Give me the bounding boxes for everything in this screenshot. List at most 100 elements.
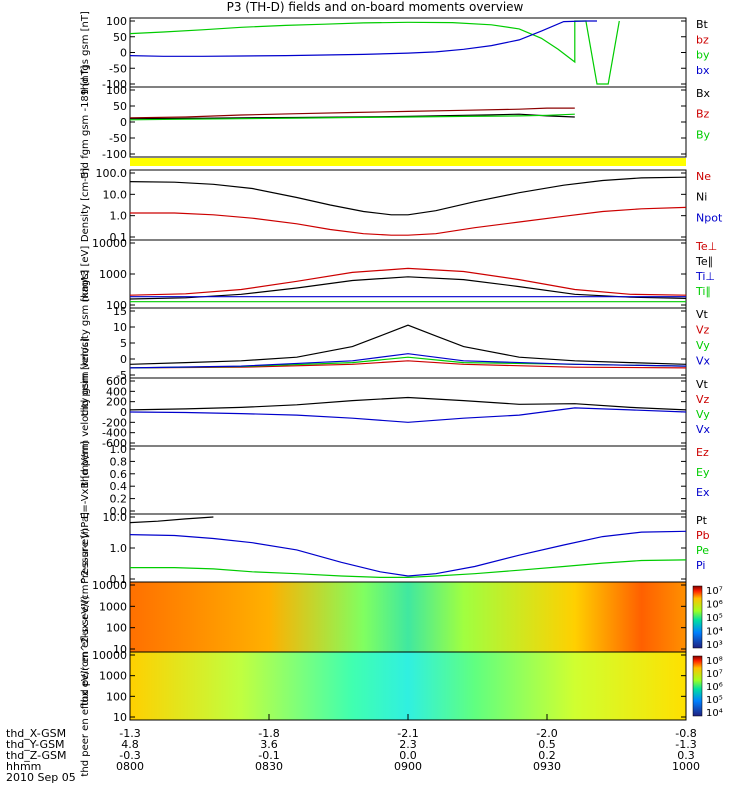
legend-entry: Te∥ xyxy=(695,255,713,268)
x-axis-row-label: thd_Y-GSM xyxy=(6,738,65,751)
series-line xyxy=(130,206,687,236)
panel-frame xyxy=(129,239,687,309)
legend-entry: Te⊥ xyxy=(695,240,717,253)
colorbar-tick: 10⁴ xyxy=(706,708,723,719)
y-tick-label: 1.0 xyxy=(110,542,128,555)
legend-entry: by xyxy=(696,49,710,62)
y-tick-label: 0 xyxy=(120,406,127,419)
y-axis-label: thd fgm gsm -189 [nT] xyxy=(80,65,91,178)
x-axis-value: -2.0 xyxy=(536,727,557,740)
x-axis: -1.34.8-0.30800-1.83.6-0.10830-2.12.30.0… xyxy=(6,714,700,784)
legend-entry: Ti⊥ xyxy=(695,270,715,283)
x-axis-value: -1.3 xyxy=(119,727,140,740)
y-tick-label: 1.0 xyxy=(110,443,128,456)
series-line xyxy=(129,360,687,369)
panel-3: 100.0 10.0 1.0 0.1 Density [cm-3] Ne Ni Npot xyxy=(80,167,723,244)
y-tick-label: 0 xyxy=(120,353,127,366)
y-tick-label: 50 xyxy=(113,100,127,113)
y-tick-label: -200 xyxy=(102,416,127,429)
colorbar: 10⁸ 10⁷ 10⁶ 10⁵ 10⁴ xyxy=(692,655,723,719)
colorbar-tick: 10⁶ xyxy=(706,682,723,693)
legend-entry: bz xyxy=(696,33,709,46)
x-axis-value: -0.8 xyxy=(675,727,696,740)
y-axis-label: thd perm velocity gsm [km/s] xyxy=(80,338,91,486)
x-axis-row-label: 2010 Sep 05 xyxy=(6,771,76,784)
y-tick-label: 1000 xyxy=(99,600,127,613)
series-line xyxy=(130,559,687,579)
series-line xyxy=(129,176,687,216)
page-title: P3 (TH-D) fields and on-board moments ov… xyxy=(226,0,524,14)
x-axis-value: -1.3 xyxy=(675,738,696,751)
legend-entry: Pe xyxy=(696,544,709,557)
colorbar-tick: 10³ xyxy=(706,640,723,651)
panel-5: 15 10 5 0 -5 thd peim velocity gsm [km/s] Vt Vz… xyxy=(80,270,711,417)
panel-1: 100 50 0 -50 -100 thd fgs gsm [nT] Bt bz by bx xyxy=(80,11,710,94)
series-line xyxy=(129,113,575,120)
legend-entry: Ey xyxy=(696,466,710,479)
legend-entry: Pt xyxy=(696,514,708,527)
legend-entry: Vy xyxy=(696,408,710,421)
series-line xyxy=(129,324,687,365)
y-tick-label: 100 xyxy=(106,299,127,312)
y-tick-label: 10000 xyxy=(92,579,127,592)
panel-frame xyxy=(129,445,687,515)
y-axis-label: Density [cm-3] xyxy=(80,168,91,242)
y-tick-label: 100.0 xyxy=(96,167,128,180)
x-axis-row-label: thd_X-GSM xyxy=(6,727,66,740)
colorbar-tick: 10⁶ xyxy=(706,600,723,611)
x-axis-value: 3.6 xyxy=(260,738,278,751)
spectrogram xyxy=(130,582,686,652)
y-tick-label: 0.6 xyxy=(110,468,128,481)
y-axis-label: magt3 [eV] xyxy=(80,246,91,303)
y-tick-label: 0 xyxy=(120,47,127,60)
colorbar-tick: 10⁷ xyxy=(706,669,723,680)
x-axis-value: -0.1 xyxy=(258,749,279,762)
colorbar-tick: 10⁵ xyxy=(706,695,723,706)
x-axis-value: 0.0 xyxy=(399,749,417,762)
panel-8: 10.0 1.0 0.1 Pressure [nPa] Pt Pb Pe Pi xyxy=(80,511,710,586)
x-axis-value: -1.8 xyxy=(258,727,279,740)
panel-4: 10000 1000 100 magt3 [eV] Te⊥ Te∥ Ti⊥ Ti∥ xyxy=(80,237,717,312)
colorbar-tick: 10⁴ xyxy=(706,627,723,638)
y-tick-label: 10000 xyxy=(92,649,127,662)
y-tick-label: 100 xyxy=(106,690,127,703)
panel-frame xyxy=(129,377,687,447)
x-axis-value: 0.5 xyxy=(538,738,556,751)
legend-entry: Ez xyxy=(696,446,709,459)
legend-entry: By xyxy=(696,128,711,141)
panel-frame xyxy=(129,86,687,158)
legend-entry: Bx xyxy=(696,87,711,100)
y-tick-label: 0.1 xyxy=(110,573,128,586)
y-tick-label: -600 xyxy=(102,437,127,450)
y-tick-label: 10 xyxy=(113,321,127,334)
legend-entry: Ne xyxy=(696,170,711,183)
legend-entry: Ex xyxy=(696,486,710,499)
series-line xyxy=(129,267,687,296)
y-tick-label: 200 xyxy=(106,396,127,409)
x-axis-value: -0.3 xyxy=(119,749,140,762)
series-line xyxy=(129,396,687,411)
legend-entry: Bt xyxy=(696,18,709,31)
y-tick-label: 10.0 xyxy=(103,188,128,201)
series-line xyxy=(129,276,687,300)
x-axis-value: 1000 xyxy=(672,760,700,773)
series-line xyxy=(129,113,575,121)
y-tick-label: 1000 xyxy=(99,670,127,683)
spectrogram xyxy=(130,652,686,720)
panel-frame xyxy=(129,513,687,583)
colorbar-tick: 10⁸ xyxy=(706,656,723,667)
y-tick-label: 600 xyxy=(106,375,127,388)
y-tick-label: 100 xyxy=(106,84,127,97)
y-tick-label: 1000 xyxy=(99,268,127,281)
legend-entry: bx xyxy=(696,64,710,77)
y-tick-label: -100 xyxy=(102,78,127,91)
y-tick-label: -100 xyxy=(102,148,127,161)
y-tick-label: 0.8 xyxy=(110,455,128,468)
colorbar-tick: 10⁷ xyxy=(706,586,723,597)
x-axis-value: 2.3 xyxy=(399,738,417,751)
y-tick-label: 50 xyxy=(113,31,127,44)
y-tick-label: 5 xyxy=(120,337,127,350)
